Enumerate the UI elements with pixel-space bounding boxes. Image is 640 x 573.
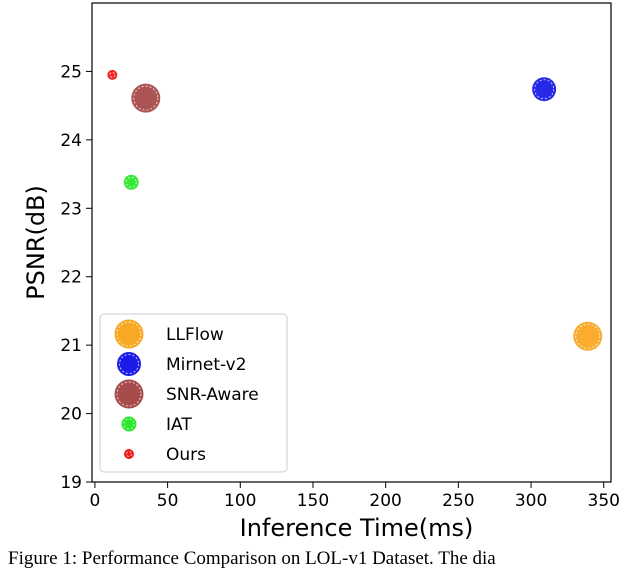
legend-marker bbox=[121, 416, 137, 432]
x-tick-label: 0 bbox=[89, 491, 100, 511]
legend-box bbox=[99, 313, 288, 473]
point-iat bbox=[123, 174, 139, 190]
legend-label: SNR-Aware bbox=[166, 385, 259, 405]
point-llflow bbox=[573, 321, 603, 351]
x-axis-label: Inference Time(ms) bbox=[240, 514, 474, 542]
y-tick-label: 25 bbox=[60, 62, 82, 82]
x-tick-label: 150 bbox=[297, 491, 329, 511]
point-mirnet-v2 bbox=[532, 77, 557, 102]
y-tick-label: 23 bbox=[60, 199, 82, 219]
legend-marker bbox=[117, 352, 141, 376]
point-snr-aware bbox=[131, 83, 161, 113]
legend-label: LLFlow bbox=[166, 325, 224, 345]
x-tick-label: 350 bbox=[588, 491, 620, 511]
legend-label: Mirnet-v2 bbox=[166, 355, 247, 375]
y-tick-label: 24 bbox=[60, 131, 82, 151]
axis-ticks: 0 50 100 150 200 250 300 350 19 20 21 22 23 24 25 bbox=[60, 62, 620, 511]
plot-area bbox=[91, 2, 612, 483]
legend-marker bbox=[114, 379, 144, 409]
x-tick-label: 200 bbox=[369, 491, 401, 511]
figure-caption: Figure 1: Performance Comparison on LOL-… bbox=[8, 548, 496, 569]
y-tick-label: 20 bbox=[60, 405, 82, 425]
legend-marker bbox=[114, 319, 144, 349]
x-tick-label: 50 bbox=[157, 491, 179, 511]
data-points bbox=[107, 69, 603, 351]
y-tick-label: 22 bbox=[60, 268, 82, 288]
y-tick-label: 21 bbox=[60, 336, 82, 356]
x-tick-label: 250 bbox=[442, 491, 474, 511]
scatter-chart: 0 50 100 150 200 250 300 350 19 20 21 22 23 24 25 Infe… bbox=[22, 2, 620, 542]
x-tick-label: 300 bbox=[515, 491, 547, 511]
legend-label: Ours bbox=[166, 445, 206, 465]
point-ours bbox=[107, 69, 118, 80]
legend: LLFlow Mirnet-v2 SNR-Aware IAT Ours bbox=[99, 313, 288, 473]
y-tick-label: 19 bbox=[60, 473, 82, 493]
plot-frame bbox=[91, 2, 612, 483]
legend-marker bbox=[124, 449, 134, 459]
y-axis-label: PSNR(dB) bbox=[22, 185, 50, 300]
x-tick-label: 100 bbox=[224, 491, 256, 511]
legend-label: IAT bbox=[166, 415, 192, 435]
